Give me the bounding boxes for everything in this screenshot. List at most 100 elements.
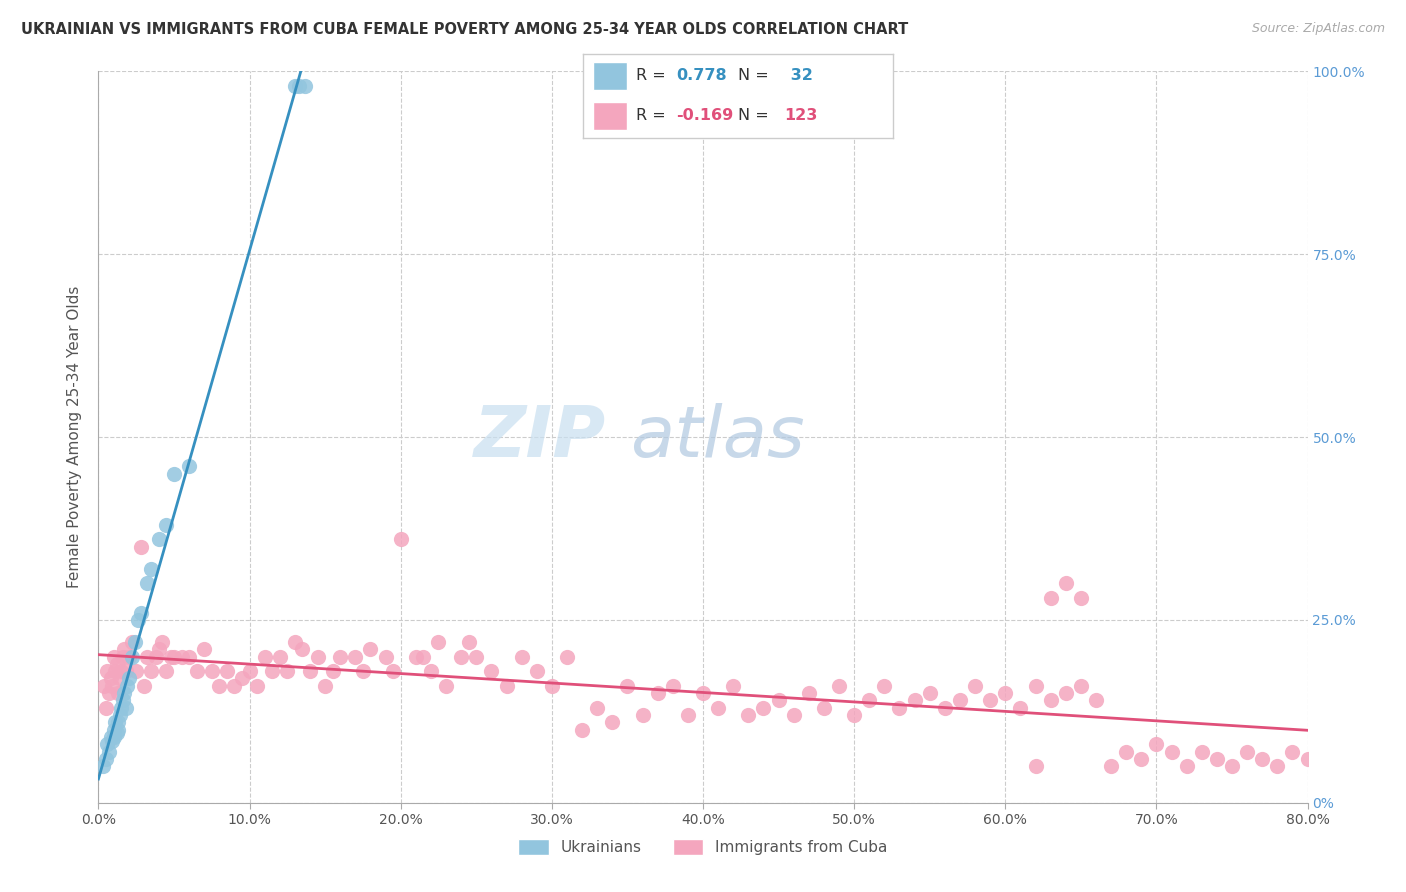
Point	[555, 649, 578, 664]
Point	[889, 700, 911, 714]
Point	[179, 459, 201, 474]
Point	[1220, 759, 1243, 773]
Point	[828, 679, 851, 693]
Point	[101, 733, 124, 747]
Point	[389, 533, 412, 547]
Point	[1054, 686, 1077, 700]
Point	[661, 679, 683, 693]
Point	[1070, 679, 1092, 693]
Point	[294, 78, 316, 93]
Point	[114, 664, 136, 678]
Point	[115, 679, 138, 693]
Point	[208, 679, 231, 693]
Point	[1236, 745, 1258, 759]
Point	[1039, 591, 1062, 605]
Point	[797, 686, 820, 700]
Point	[616, 679, 638, 693]
Point	[276, 664, 298, 678]
Text: atlas: atlas	[630, 402, 806, 472]
Point	[284, 635, 307, 649]
Point	[768, 693, 790, 707]
Point	[949, 693, 972, 707]
Point	[858, 693, 880, 707]
Point	[465, 649, 488, 664]
Point	[676, 708, 699, 723]
Point	[108, 672, 131, 686]
Point	[1039, 693, 1062, 707]
Point	[434, 679, 457, 693]
Point	[98, 686, 121, 700]
Text: R =: R =	[636, 68, 671, 83]
Point	[132, 679, 155, 693]
Point	[1130, 752, 1153, 766]
Point	[450, 649, 472, 664]
Point	[129, 606, 152, 620]
FancyBboxPatch shape	[593, 102, 627, 130]
Point	[1175, 759, 1198, 773]
Point	[288, 78, 311, 93]
Point	[148, 642, 170, 657]
Legend: Ukrainians, Immigrants from Cuba: Ukrainians, Immigrants from Cuba	[512, 833, 894, 861]
Point	[1144, 737, 1167, 751]
Point	[246, 679, 269, 693]
Point	[1054, 576, 1077, 591]
Y-axis label: Female Poverty Among 25-34 Year Olds: Female Poverty Among 25-34 Year Olds	[67, 286, 83, 588]
Point	[239, 664, 262, 678]
Point	[405, 649, 427, 664]
Point	[352, 664, 374, 678]
Point	[104, 664, 127, 678]
Point	[121, 649, 143, 664]
Point	[262, 664, 284, 678]
Text: 0.778: 0.778	[676, 68, 727, 83]
Point	[412, 649, 434, 664]
Point	[98, 745, 121, 759]
Text: UKRAINIAN VS IMMIGRANTS FROM CUBA FEMALE POVERTY AMONG 25-34 YEAR OLDS CORRELATI: UKRAINIAN VS IMMIGRANTS FROM CUBA FEMALE…	[21, 22, 908, 37]
Point	[427, 635, 450, 649]
Point	[155, 664, 177, 678]
Point	[201, 664, 224, 678]
Point	[150, 635, 173, 649]
Point	[934, 700, 956, 714]
Text: 32: 32	[785, 68, 813, 83]
Point	[160, 649, 183, 664]
Point	[752, 700, 775, 714]
Point	[145, 649, 167, 664]
Point	[1099, 759, 1122, 773]
Point	[510, 649, 533, 664]
Text: Source: ZipAtlas.com: Source: ZipAtlas.com	[1251, 22, 1385, 36]
Point	[1024, 759, 1046, 773]
Point	[100, 730, 122, 744]
Point	[329, 649, 352, 664]
Text: N =: N =	[738, 108, 775, 123]
Point	[918, 686, 941, 700]
Point	[163, 649, 186, 664]
Point	[103, 649, 125, 664]
Point	[127, 613, 149, 627]
Point	[631, 708, 654, 723]
Point	[1191, 745, 1213, 759]
Point	[93, 679, 115, 693]
Point	[215, 664, 238, 678]
Point	[91, 759, 114, 773]
Point	[107, 686, 129, 700]
Point	[179, 649, 201, 664]
Point	[186, 664, 208, 678]
Point	[103, 723, 125, 737]
Point	[118, 649, 141, 664]
Point	[1085, 693, 1108, 707]
Point	[1070, 591, 1092, 605]
Point	[1010, 700, 1032, 714]
Point	[269, 649, 291, 664]
Point	[813, 700, 835, 714]
Text: ZIP: ZIP	[474, 402, 606, 472]
Point	[481, 664, 503, 678]
Point	[105, 726, 128, 740]
Point	[307, 649, 329, 664]
Point	[526, 664, 548, 678]
Point	[707, 700, 730, 714]
Text: 123: 123	[785, 108, 818, 123]
Point	[994, 686, 1017, 700]
Point	[107, 723, 129, 737]
Point	[571, 723, 593, 737]
Point	[360, 642, 382, 657]
